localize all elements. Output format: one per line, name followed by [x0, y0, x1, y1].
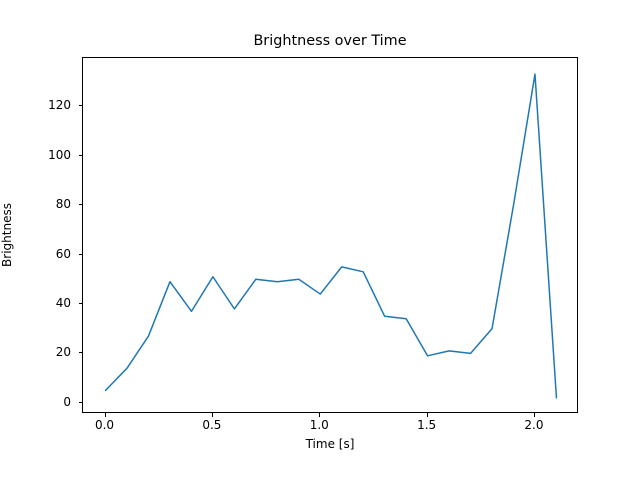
- x-tick-label: 0.5: [202, 418, 222, 432]
- y-tick-label: 0: [63, 394, 71, 409]
- x-tick-mark: [426, 413, 428, 417]
- x-tick-mark: [211, 413, 213, 417]
- x-tick-label: 1.0: [309, 418, 329, 432]
- data-line-svg: [104, 73, 558, 399]
- y-tick-mark: [78, 401, 82, 403]
- plot-axes: [82, 57, 578, 413]
- y-tick-label: 100: [48, 147, 71, 162]
- y-tick-label: 40: [55, 295, 71, 310]
- x-tick-label: 0.0: [94, 418, 115, 432]
- x-tick-mark: [319, 413, 321, 417]
- y-tick-mark: [78, 253, 82, 255]
- y-tick-label: 60: [55, 246, 71, 261]
- y-tick-mark: [78, 204, 82, 206]
- y-tick-mark: [78, 105, 82, 107]
- y-tick-mark: [78, 154, 82, 156]
- x-axis-label: Time [s]: [305, 437, 355, 451]
- y-tick-label: 80: [55, 197, 71, 212]
- x-tick-mark: [104, 413, 106, 417]
- plot-area: [83, 58, 577, 412]
- y-tick-label: 120: [48, 98, 71, 113]
- y-tick-mark: [78, 352, 82, 354]
- brightness-line: [104, 73, 558, 399]
- x-tick-mark: [533, 413, 535, 417]
- x-tick-label: 1.5: [417, 418, 437, 432]
- chart-title: Brightness over Time: [253, 33, 407, 49]
- x-tick-label: 2.0: [524, 418, 544, 432]
- y-tick-label: 20: [55, 345, 71, 360]
- y-tick-mark: [78, 302, 82, 304]
